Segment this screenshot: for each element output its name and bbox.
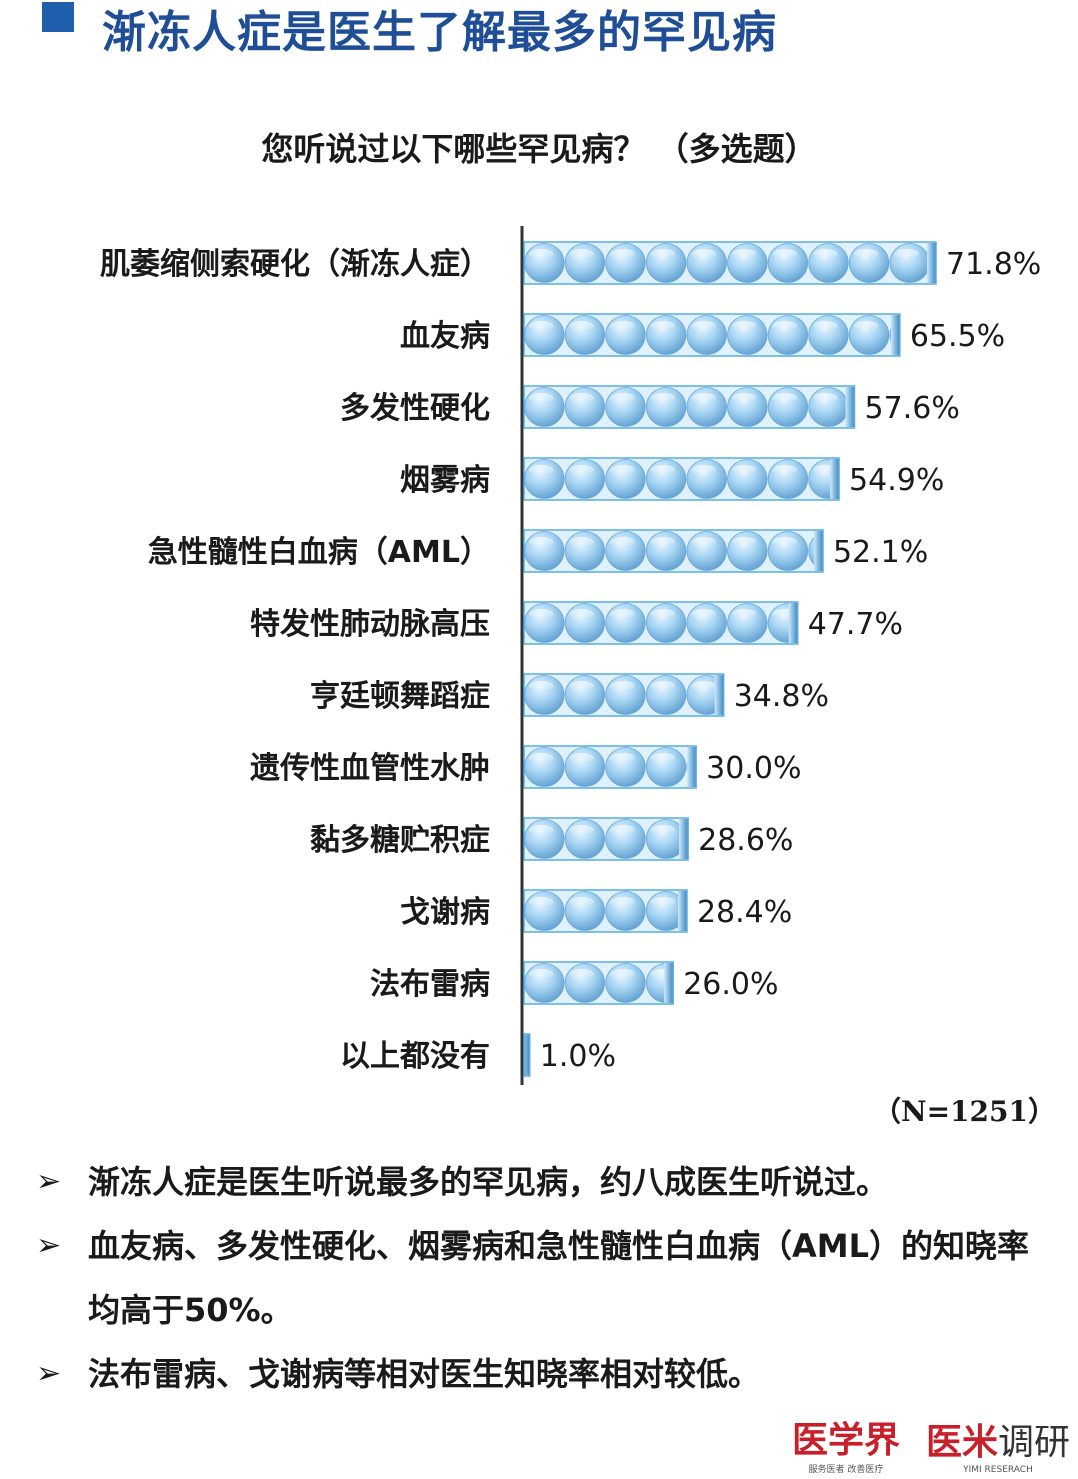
bullet-arrow-icon: ➢ <box>36 1164 62 1199</box>
category-label: 黏多糖贮积症 <box>310 823 490 858</box>
bar <box>523 529 824 573</box>
value-label: 65.5% <box>910 319 1005 354</box>
yimi-research-logo-text: 医米调研 <box>926 1422 1070 1463</box>
value-label: 57.6% <box>865 391 960 426</box>
value-label: 26.0% <box>683 967 778 1002</box>
value-label: 30.0% <box>706 751 801 786</box>
value-label: 47.7% <box>808 607 903 642</box>
bullet-arrow-icon: ➢ <box>36 1228 62 1263</box>
summary-bullet-text: 渐冻人症是医生听说最多的罕见病，约八成医生听说过。 <box>88 1163 889 1201</box>
bar <box>523 817 689 861</box>
value-label: 28.6% <box>698 823 793 858</box>
summary-bullets: ➢ 渐冻人症是医生听说最多的罕见病，约八成医生听说过。 ➢ 血友病、多发性硬化、… <box>30 1150 1040 1406</box>
value-label: 71.8% <box>946 247 1041 282</box>
bar-chart: 肌萎缩侧索硬化（渐冻人症） 71.8% 血友病 65.5% 多发性硬化 57.6% 烟雾病 5… <box>100 226 1041 1085</box>
yixuejie-logo-text: 医学界 <box>791 1419 900 1461</box>
category-label: 遗传性血管性水肿 <box>250 751 490 786</box>
bar <box>523 1033 531 1077</box>
value-label: 1.0% <box>540 1039 616 1074</box>
category-label: 烟雾病 <box>400 463 490 498</box>
category-label: 多发性硬化 <box>340 391 490 426</box>
category-label: 亨廷顿舞蹈症 <box>310 679 490 714</box>
bar <box>523 457 840 501</box>
summary-bullet-text: 血友病、多发性硬化、烟雾病和急性髓性白血病（AML）的知晓率均高于50%。 <box>88 1227 1030 1329</box>
value-label: 54.9% <box>849 463 944 498</box>
category-label: 戈谢病 <box>400 895 490 930</box>
category-label: 血友病 <box>400 319 490 354</box>
yimi-logo-red-part: 医米 <box>925 1421 998 1463</box>
title-marker <box>42 2 74 32</box>
bar <box>523 673 725 717</box>
bullet-arrow-icon: ➢ <box>36 1356 62 1391</box>
chart-question: 您听说过以下哪些罕见病？ （多选题） <box>261 130 817 168</box>
yimi-research-logo: 医米调研 YIMI RESERACH <box>926 1422 1070 1475</box>
page-title: 渐冻人症是医生了解最多的罕见病 <box>102 7 777 58</box>
bar <box>523 601 799 645</box>
category-label: 肌萎缩侧索硬化（渐冻人症） <box>100 247 490 282</box>
yixuejie-logo-subtitle: 服务医者 改善医疗 <box>808 1465 884 1475</box>
category-label: 急性髓性白血病（AML） <box>148 535 490 570</box>
bar <box>523 961 674 1005</box>
category-label: 特发性肺动脉高压 <box>250 607 490 642</box>
summary-bullet-3: ➢ 法布雷病、戈谢病等相对医生知晓率相对较低。 <box>30 1342 1040 1406</box>
yixuejie-logo: 医学界 服务医者 改善医疗 <box>792 1420 900 1475</box>
summary-bullet-2: ➢ 血友病、多发性硬化、烟雾病和急性髓性白血病（AML）的知晓率均高于50%。 <box>30 1214 1040 1342</box>
bar <box>523 385 856 429</box>
summary-bullet-1: ➢ 渐冻人症是医生听说最多的罕见病，约八成医生听说过。 <box>30 1150 1040 1214</box>
yimi-logo-gray-part: 调研 <box>997 1422 1070 1463</box>
bar <box>523 241 937 285</box>
bar <box>523 889 688 933</box>
sample-size-note: （N=1251） <box>873 1095 1056 1128</box>
value-label: 28.4% <box>697 895 792 930</box>
bar <box>523 313 901 357</box>
value-label: 34.8% <box>734 679 829 714</box>
category-label: 法布雷病 <box>370 967 490 1002</box>
bar <box>523 745 697 789</box>
yimi-research-logo-subtitle: YIMI RESERACH <box>963 1465 1033 1475</box>
summary-bullet-text: 法布雷病、戈谢病等相对医生知晓率相对较低。 <box>88 1355 761 1393</box>
footer-logos: 医学界 服务医者 改善医疗 医米调研 YIMI RESERACH <box>792 1420 1070 1475</box>
category-label: 以上都没有 <box>340 1039 490 1074</box>
value-label: 52.1% <box>833 535 928 570</box>
